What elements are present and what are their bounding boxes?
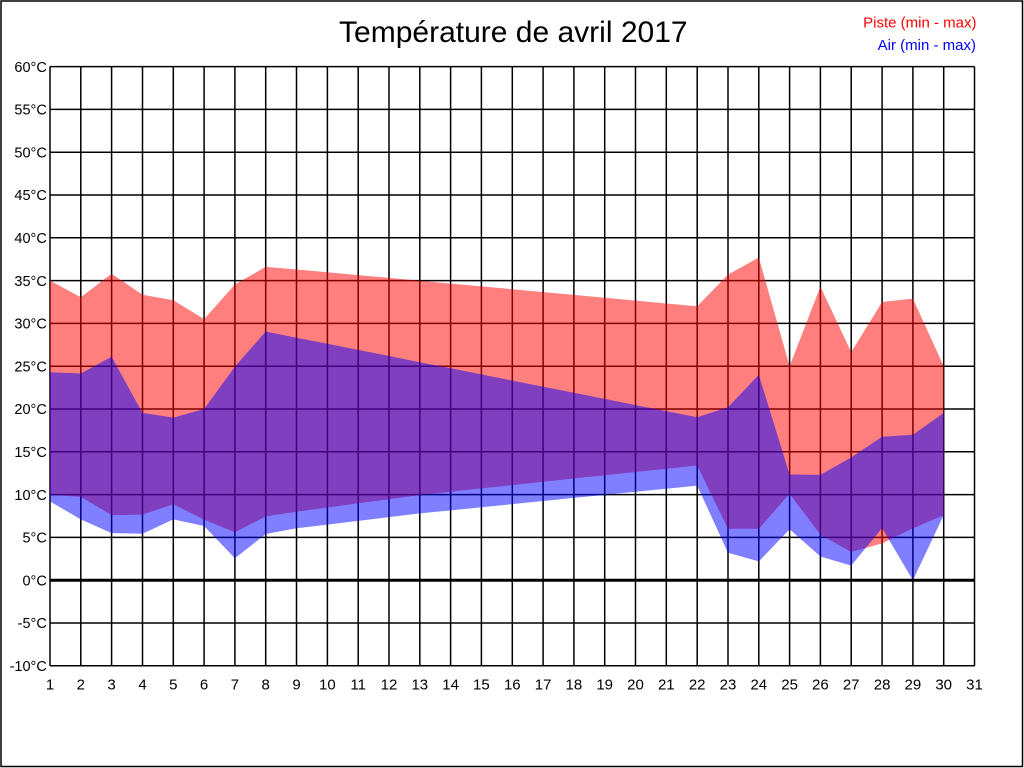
svg-text:10°C: 10°C (14, 488, 46, 504)
svg-text:29: 29 (905, 677, 922, 694)
svg-text:22: 22 (689, 677, 706, 694)
svg-text:15: 15 (473, 677, 490, 694)
svg-text:31: 31 (966, 677, 983, 694)
svg-text:1: 1 (46, 677, 54, 694)
svg-text:8: 8 (262, 677, 270, 694)
svg-text:Air (min - max): Air (min - max) (878, 37, 976, 54)
svg-text:45°C: 45°C (14, 188, 46, 204)
svg-text:13: 13 (411, 677, 428, 694)
svg-text:25: 25 (781, 677, 798, 694)
svg-text:55°C: 55°C (14, 103, 46, 119)
svg-text:50°C: 50°C (14, 145, 46, 161)
svg-text:12: 12 (381, 677, 398, 694)
svg-text:26: 26 (812, 677, 829, 694)
svg-text:9: 9 (292, 677, 300, 694)
svg-text:3: 3 (107, 677, 115, 694)
svg-text:17: 17 (535, 677, 552, 694)
svg-text:2: 2 (77, 677, 85, 694)
svg-text:40°C: 40°C (14, 231, 46, 247)
svg-text:24: 24 (750, 677, 767, 694)
svg-text:30°C: 30°C (14, 317, 46, 333)
svg-text:35°C: 35°C (14, 274, 46, 290)
svg-text:4: 4 (138, 677, 146, 694)
svg-text:6: 6 (200, 677, 208, 694)
svg-text:Température de avril 2017: Température de avril 2017 (339, 16, 688, 49)
svg-text:-5°C: -5°C (18, 616, 47, 632)
svg-text:5: 5 (169, 677, 177, 694)
svg-text:25°C: 25°C (14, 359, 46, 375)
svg-text:23: 23 (720, 677, 737, 694)
svg-text:20°C: 20°C (14, 402, 46, 418)
svg-text:Piste (min - max): Piste (min - max) (863, 15, 976, 32)
svg-text:-10°C: -10°C (10, 659, 47, 675)
svg-text:27: 27 (843, 677, 860, 694)
svg-text:0°C: 0°C (22, 573, 46, 589)
svg-text:5°C: 5°C (22, 531, 46, 547)
svg-text:30: 30 (935, 677, 952, 694)
svg-text:14: 14 (442, 677, 459, 694)
svg-text:60°C: 60°C (14, 60, 46, 76)
svg-text:20: 20 (627, 677, 644, 694)
svg-text:18: 18 (566, 677, 583, 694)
svg-text:11: 11 (350, 677, 366, 694)
svg-text:15°C: 15°C (14, 445, 46, 461)
svg-text:19: 19 (596, 677, 613, 694)
svg-text:28: 28 (874, 677, 891, 694)
svg-text:10: 10 (319, 677, 336, 694)
svg-text:16: 16 (504, 677, 521, 694)
svg-text:21: 21 (658, 677, 675, 694)
svg-text:7: 7 (231, 677, 239, 694)
